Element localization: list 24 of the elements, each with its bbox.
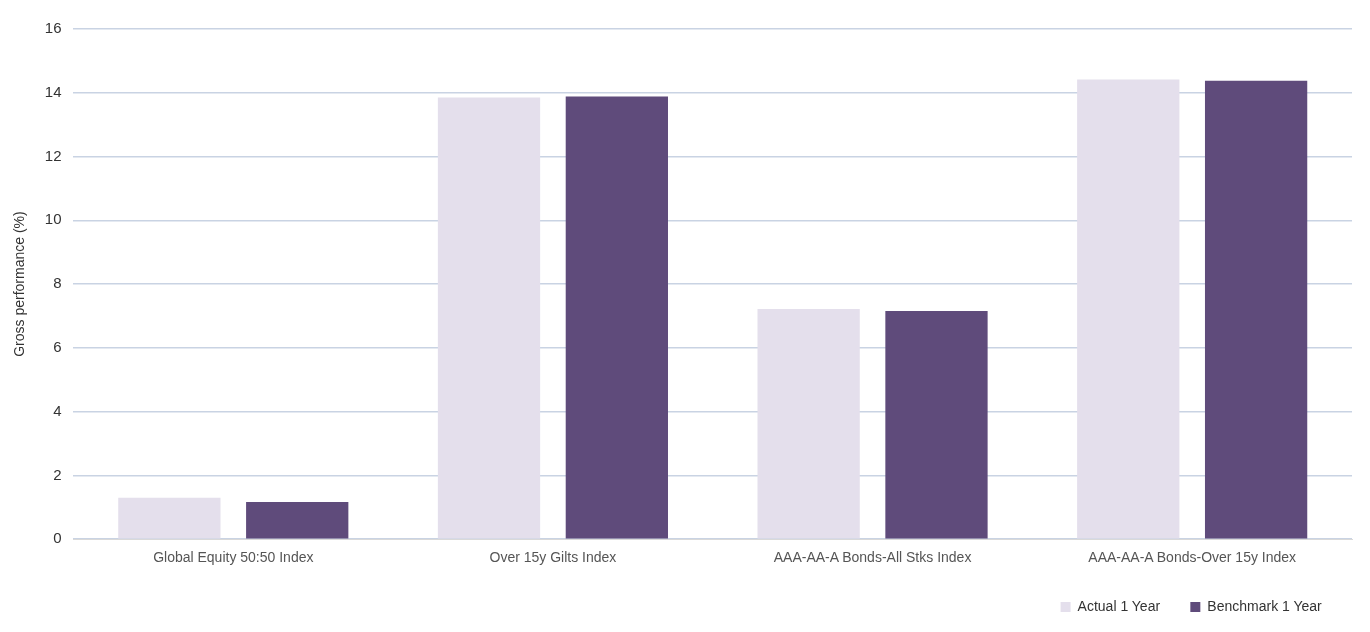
x-tick-label: AAA-AA-A Bonds-Over 15y Index: [1088, 549, 1297, 566]
bar: [1077, 79, 1180, 539]
bar: [437, 97, 541, 539]
y-tick-label: 4: [53, 401, 62, 419]
y-tick-label: 2: [53, 465, 62, 483]
bar: [565, 96, 668, 539]
y-tick-label: 14: [44, 82, 62, 100]
bar: [118, 497, 221, 539]
y-tick-label: 8: [53, 274, 62, 292]
y-tick-label: 0: [53, 529, 62, 547]
bar: [246, 501, 349, 539]
bar: [757, 308, 860, 539]
y-tick-label: 16: [44, 19, 62, 37]
y-tick-label: 12: [44, 146, 62, 164]
y-tick-label: 10: [44, 210, 62, 228]
bar: [1204, 80, 1308, 539]
x-tick-label: Over 15y Gilts Index: [489, 549, 617, 566]
bar: [885, 310, 988, 539]
x-tick-label: Global Equity 50:50 Index: [153, 549, 314, 566]
x-tick-label: AAA-AA-A Bonds-All Stks Index: [773, 549, 972, 566]
y-tick-label: 6: [53, 338, 62, 356]
y-axis-title: Gross performance (%): [11, 211, 28, 357]
legend-label: Benchmark 1 Year: [1207, 597, 1323, 614]
legend-label: Actual 1 Year: [1077, 597, 1161, 614]
